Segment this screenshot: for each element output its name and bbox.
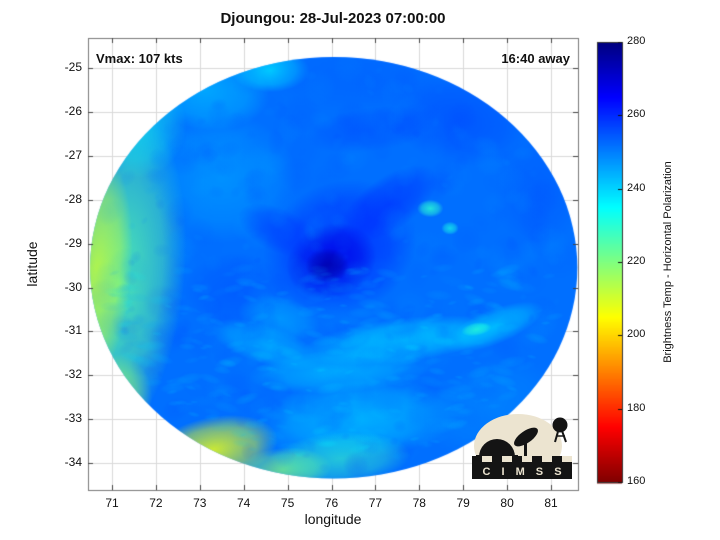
colorbar-tick-label: 160	[627, 475, 646, 487]
colorbar-tick-label: 240	[627, 181, 646, 194]
time-away-annotation: 16:40 away	[501, 51, 570, 66]
cimss-banner	[472, 462, 572, 479]
colorbar-tick-label: 260	[627, 108, 646, 121]
colorbar-label: Brightness Temp - Horizontal Polarizatio…	[662, 161, 674, 363]
x-tick-label: 71	[105, 496, 119, 510]
y-tick-label: -30	[64, 279, 82, 294]
y-tick-label: -28	[64, 191, 82, 206]
checkerboard-strip	[472, 456, 572, 462]
y-tick-label: -32	[64, 367, 82, 382]
vmax-annotation: Vmax: 107 kts	[96, 51, 183, 66]
x-tick-label: 72	[149, 496, 163, 510]
x-tick-label: 73	[193, 496, 207, 510]
colorbar-tick-label: 180	[627, 401, 646, 414]
x-tick-label: 78	[412, 496, 426, 510]
satellite-dish-icon	[514, 427, 538, 457]
colorbar-tick-label: 200	[627, 328, 646, 341]
colorbar-tick-label: 220	[627, 255, 646, 267]
y-tick-label: -33	[64, 411, 82, 426]
y-tick-label: -34	[64, 455, 82, 470]
x-axis-label: longitude	[304, 511, 362, 527]
water-tower-icon	[552, 417, 568, 443]
x-tick-label: 80	[500, 496, 514, 510]
plot-title: Djoungou: 28-Jul-2023 07:00:00	[220, 10, 446, 27]
y-tick-label: -31	[64, 323, 82, 338]
y-axis-label: latitude	[24, 241, 40, 287]
x-tick-label: 79	[456, 496, 470, 510]
y-tick-label: -27	[64, 147, 82, 162]
x-tick-label: 77	[368, 496, 383, 510]
x-tick-label: 81	[544, 496, 558, 510]
cimss-logo: C I M S S	[472, 414, 572, 479]
colorbar-tick-label: 280	[627, 35, 646, 47]
cimss-logo-text: C I M S S	[482, 466, 565, 478]
y-tick-label: -25	[64, 60, 82, 74]
x-tick-label: 76	[324, 496, 339, 510]
x-tick-label: 75	[280, 496, 295, 510]
y-tick-label: -26	[64, 103, 82, 118]
y-tick-label: -29	[64, 235, 82, 250]
x-tick-label: 74	[237, 496, 251, 510]
